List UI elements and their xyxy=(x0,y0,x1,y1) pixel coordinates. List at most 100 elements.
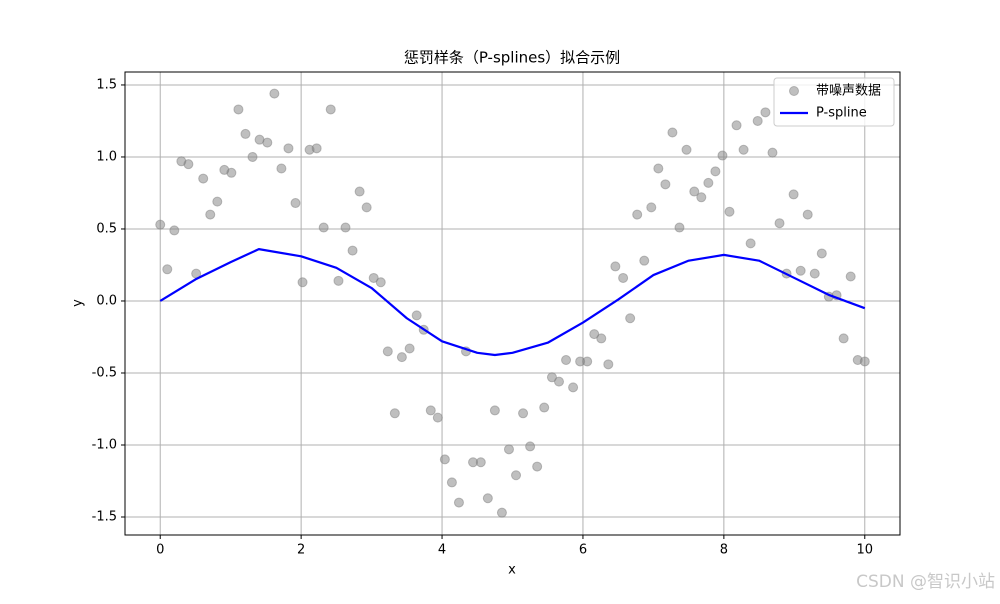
scatter-point xyxy=(503,444,514,455)
scatter-point xyxy=(632,209,643,220)
scatter-point xyxy=(354,186,365,197)
scatter-point xyxy=(482,493,493,504)
scatter-point xyxy=(710,166,721,177)
scatter-point xyxy=(169,225,180,236)
scatter-point xyxy=(404,343,415,354)
y-tick-label: -1.5 xyxy=(92,509,117,524)
scatter-point xyxy=(311,143,322,154)
scatter-point xyxy=(774,218,785,229)
scatter-point xyxy=(340,222,351,233)
x-tick-label: 4 xyxy=(438,543,446,558)
x-tick-label: 2 xyxy=(297,543,305,558)
scatter-point xyxy=(475,457,486,468)
plot-frame xyxy=(124,71,901,536)
scatter-point xyxy=(212,196,223,207)
scatter-point xyxy=(525,441,536,452)
watermark: CSDN @智识小站 xyxy=(856,572,995,592)
scatter-point xyxy=(731,120,742,131)
scatter-point xyxy=(290,198,301,209)
scatter-point xyxy=(660,179,671,190)
scatter-point xyxy=(240,128,251,139)
scatter-point xyxy=(738,144,749,155)
y-tick-label: 1.0 xyxy=(96,149,117,164)
scatter-point xyxy=(183,159,194,170)
scatter-point xyxy=(561,355,572,366)
scatter-point xyxy=(233,104,244,115)
scatter-point xyxy=(347,245,358,256)
scatter-point xyxy=(162,264,173,275)
scatter-point xyxy=(788,189,799,200)
scatter-point xyxy=(333,275,344,286)
scatter-point xyxy=(752,115,763,126)
scatter-point xyxy=(582,356,593,367)
scatter-point xyxy=(703,177,714,188)
line-series xyxy=(159,248,866,357)
scatter-point xyxy=(539,402,550,413)
x-axis-label: x xyxy=(508,563,516,578)
scatter-point xyxy=(596,333,607,344)
y-tick-label: 0.5 xyxy=(96,221,117,236)
scatter-point xyxy=(205,209,216,220)
scatter-point xyxy=(724,206,735,217)
x-tick-label: 6 xyxy=(579,543,587,558)
scatter-point xyxy=(667,127,678,138)
scatter-point xyxy=(845,271,856,282)
scatter-point xyxy=(269,88,280,99)
scatter-point xyxy=(198,173,209,184)
scatter-point xyxy=(361,202,372,213)
scatter-point xyxy=(696,192,707,203)
y-axis-label: y xyxy=(71,299,86,307)
scatter-point xyxy=(653,163,664,174)
scatter-point xyxy=(432,412,443,423)
x-tick-label: 0 xyxy=(156,543,164,558)
scatter-point xyxy=(368,272,379,283)
scatter-point xyxy=(325,104,336,115)
y-tick-label: 0.0 xyxy=(96,293,117,308)
scatter-point xyxy=(618,272,629,283)
scatter-point xyxy=(589,329,600,340)
scatter-point xyxy=(411,310,422,321)
scatter-point xyxy=(689,186,700,197)
scatter-point xyxy=(262,137,273,148)
scatter-point xyxy=(396,352,407,363)
scatter-point xyxy=(546,372,557,383)
chart-title: 惩罚样条（P-splines）拟合示例 xyxy=(404,49,620,67)
scatter-point xyxy=(532,461,543,472)
scatter-point xyxy=(318,222,329,233)
scatter-point xyxy=(717,150,728,161)
legend-label: P-spline xyxy=(816,106,867,121)
scatter-point xyxy=(518,408,529,419)
scatter-point xyxy=(816,248,827,259)
scatter-point xyxy=(809,268,820,279)
scatter-point xyxy=(496,507,507,518)
scatter-point xyxy=(155,219,166,230)
scatter-point xyxy=(603,359,614,370)
legend-marker xyxy=(789,86,799,96)
scatter-point xyxy=(795,265,806,276)
scatter-point xyxy=(681,144,692,155)
scatter-point xyxy=(283,143,294,154)
legend-label: 带噪声数据 xyxy=(816,84,881,99)
scatter-point xyxy=(247,151,258,162)
scatter-point xyxy=(568,382,579,393)
x-tick-label: 8 xyxy=(720,543,728,558)
scatter-point xyxy=(489,405,500,416)
scatter-point xyxy=(375,277,386,288)
x-tick-label: 10 xyxy=(856,543,873,558)
scatter-point xyxy=(382,346,393,357)
scatter-point xyxy=(425,405,436,416)
y-tick-label: -0.5 xyxy=(92,365,117,380)
scatter-point xyxy=(610,261,621,272)
scatter-point xyxy=(439,454,450,465)
scatter-point xyxy=(767,147,778,158)
y-tick-label: 1.5 xyxy=(96,77,117,92)
scatter-point xyxy=(625,313,636,324)
scatter-point xyxy=(859,356,870,367)
scatter-point xyxy=(760,107,771,118)
scatter-point xyxy=(802,209,813,220)
scatter-point xyxy=(453,497,464,508)
scatter-point xyxy=(511,470,522,481)
scatter-point xyxy=(745,238,756,249)
scatter-point xyxy=(226,167,237,178)
